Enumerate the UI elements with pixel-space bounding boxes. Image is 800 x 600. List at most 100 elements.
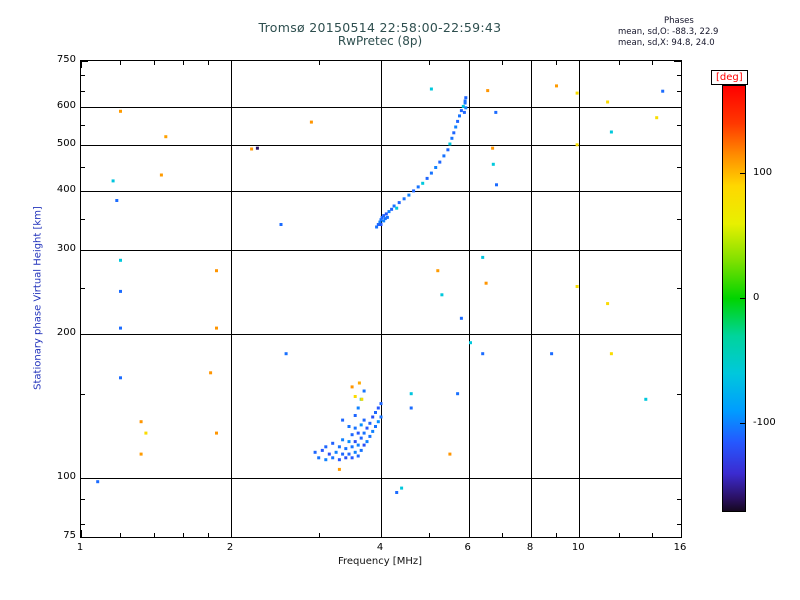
data-point [376,406,380,410]
data-point [317,456,321,460]
data-point [464,106,468,110]
data-point [395,206,399,210]
data-point [575,91,579,95]
data-point [448,142,452,146]
data-point [409,392,413,396]
data-point [371,429,375,433]
data-point [337,467,341,471]
data-point [139,452,143,456]
data-point [575,143,579,147]
data-point [442,154,446,158]
data-point [378,220,382,224]
x-tick-label: 4 [376,542,384,553]
x-tick-label: 8 [526,542,534,553]
phase-stats-line-x: mean, sd,X: 94.8, 24.0 [618,38,715,49]
data-point [376,420,380,424]
data-point [341,438,345,442]
data-point [376,223,380,226]
data-point [362,431,366,435]
data-point [353,450,357,454]
data-point [486,89,490,93]
data-point [374,425,377,428]
data-point [331,441,335,445]
data-point [459,316,463,320]
data-point [661,89,665,93]
data-point [119,326,122,330]
data-point [609,130,613,134]
data-point [380,215,384,219]
phase-stats: Phases mean, sd,O: -88.3, 22.9 mean, sd,… [618,16,798,49]
chart-title: Tromsø 20150514 22:58:00-22:59:43 [258,20,502,35]
data-point [284,352,288,356]
plot-canvas [81,61,681,537]
data-point [327,452,331,456]
data-point [119,258,122,262]
data-point [379,218,383,222]
data-point [119,376,122,380]
data-point [644,397,648,401]
data-point [111,179,115,183]
y-tick-label: 300 [56,243,76,255]
data-point [96,480,100,484]
data-point [416,185,420,189]
data-point [382,214,386,218]
data-point [458,114,461,118]
data-point [456,392,460,396]
data-point [320,448,324,452]
data-point [392,204,396,208]
data-point [365,440,369,444]
x-axis-label: Frequency [MHz] [337,556,423,567]
data-point [353,414,357,417]
data-point [164,135,168,139]
data-point [359,436,363,440]
colorbar-tick-mark [740,297,745,299]
data-point [383,217,387,221]
data-point [371,415,375,419]
data-point [463,101,467,105]
data-point [360,397,364,401]
data-point [344,456,348,460]
data-point [494,110,498,114]
data-point [353,440,357,444]
data-point [347,452,351,456]
x-tick-label: 2 [226,542,234,553]
data-point [350,433,354,437]
data-point [555,84,558,88]
data-point [409,406,413,410]
data-point [469,341,472,345]
phase-stats-title: Phases [664,16,694,26]
data-point [341,418,345,422]
data-point [255,146,259,150]
data-point [655,116,659,120]
y-tick-label: 400 [56,183,76,195]
data-point [365,426,369,430]
data-point [375,225,379,229]
data-point [359,448,363,452]
y-tick-label: 100 [56,470,76,482]
data-point [331,456,335,460]
y-tick-label: 600 [56,100,76,112]
data-point [337,445,341,449]
data-point [400,486,404,490]
data-point [344,447,348,451]
data-point [341,452,345,456]
data-point [387,210,391,214]
data-point [425,176,429,180]
chart-subtitle: RwPretec (8p) [337,34,423,48]
data-point [119,109,122,113]
data-point [357,381,361,385]
x-tick-label: 16 [673,542,687,553]
colorbar-tick-label: -100 [753,416,776,428]
colorbar-unit-label: [deg] [716,72,743,83]
colorbar-tick-label: 100 [753,166,773,178]
colorbar [722,85,746,512]
data-point [384,212,388,216]
data-point [606,302,610,306]
data-point [446,148,450,152]
data-point [459,109,463,113]
data-point [309,120,313,124]
data-point [550,352,554,356]
data-point [429,171,433,175]
data-point [359,423,363,427]
data-point [395,491,399,494]
